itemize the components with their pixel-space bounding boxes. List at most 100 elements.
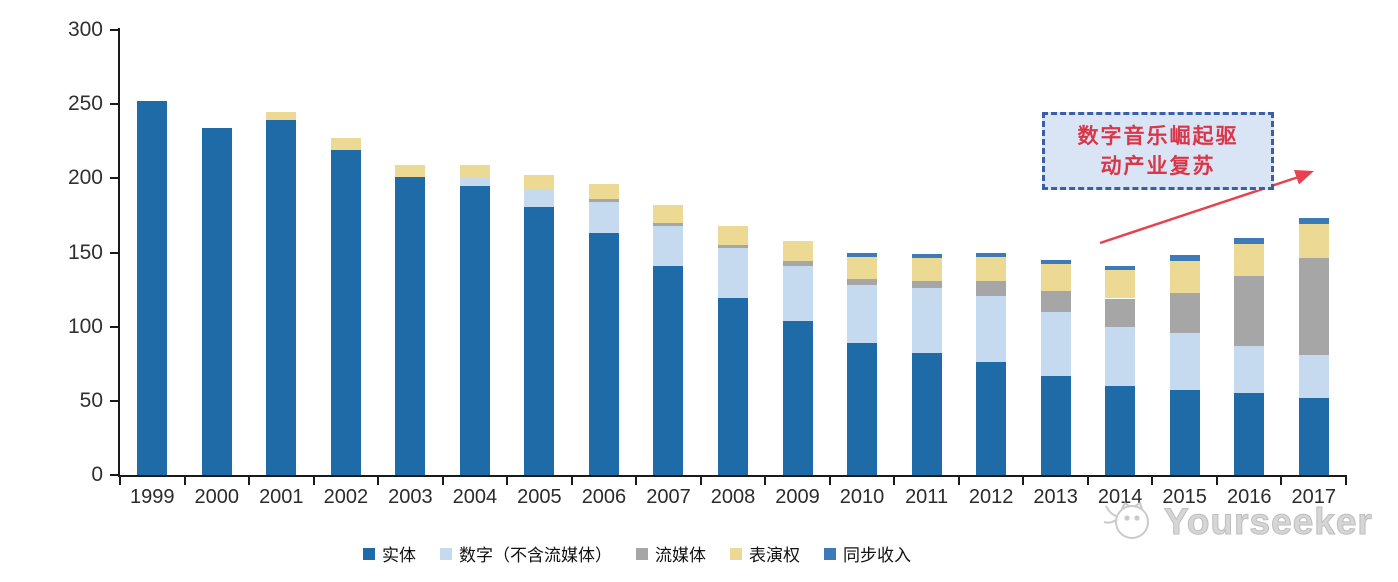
bar-segment-streaming [782, 261, 813, 266]
bar-segment-digital [911, 288, 942, 354]
y-axis-tick-label: 200 [67, 166, 103, 190]
bar-segment-digital [1040, 311, 1071, 376]
bar-segment-streaming [1169, 292, 1200, 333]
bar-segment-digital [782, 265, 813, 321]
y-axis-tick [110, 399, 118, 402]
bar-segment-physical [718, 298, 748, 475]
bar-segment-sync [911, 254, 942, 259]
annotation-callout: 数字音乐崛起驱 动产业复苏 [1042, 112, 1274, 190]
bar-segment-performance [653, 205, 684, 223]
watermark-logo-icon [1103, 501, 1149, 539]
bar-segment-physical [1234, 393, 1265, 475]
x-axis-tick [957, 477, 960, 485]
bar-segment-streaming [976, 280, 1007, 296]
bar-2001 [266, 30, 297, 475]
x-axis-label: 2007 [646, 486, 691, 508]
legend-label: 数字（不含流媒体） [459, 546, 612, 566]
bar-segment-streaming [718, 245, 748, 249]
bar-segment-streaming [1105, 298, 1136, 327]
y-axis-tick [110, 103, 118, 106]
bar-segment-streaming [1040, 291, 1071, 312]
bar-2017 [1298, 30, 1329, 475]
x-axis-label: 2017 [1291, 486, 1336, 508]
y-axis-tick-label: 0 [91, 463, 103, 486]
x-axis-tick [1215, 477, 1218, 485]
x-axis-label: 2010 [839, 486, 885, 508]
bar-2012 [976, 30, 1007, 475]
legend-label: 流媒体 [655, 546, 706, 566]
bar-segment-digital [1169, 332, 1200, 391]
legend-swatch-physical [363, 547, 375, 560]
bar-segment-streaming [653, 222, 684, 226]
bar-2000 [201, 30, 232, 475]
bar-segment-performance [782, 240, 813, 262]
x-axis-label: 2015 [1162, 486, 1207, 508]
annotation-text-line1: 数字音乐崛起驱 [1077, 122, 1239, 148]
x-axis-tick [183, 477, 186, 485]
x-axis-label: 2001 [259, 486, 304, 508]
y-axis-tick-label: 100 [67, 314, 103, 338]
bar-segment-performance [1234, 243, 1265, 277]
bar-segment-digital [524, 188, 555, 207]
bar-segment-sync [1298, 218, 1329, 225]
x-axis-tick [699, 477, 702, 485]
bar-segment-physical [459, 185, 490, 475]
x-axis-label: 2016 [1226, 486, 1272, 508]
bar-segment-digital [1298, 354, 1329, 398]
x-axis-tick [1151, 477, 1154, 485]
x-axis-tick [312, 477, 315, 485]
bar-segment-performance [1040, 264, 1071, 292]
bar-segment-physical [588, 233, 619, 475]
legend-label: 同步收入 [843, 546, 911, 566]
x-axis-line [118, 475, 1347, 477]
y-axis-tick [110, 29, 118, 31]
x-axis-label: 2014 [1097, 486, 1143, 508]
legend-swatch-sync [824, 547, 836, 560]
bar-segment-performance [976, 256, 1007, 281]
bar-2004 [459, 30, 490, 475]
bar-segment-physical [395, 176, 426, 475]
y-axis-tick [110, 325, 118, 328]
bar-segment-digital [588, 202, 619, 234]
bar-1999 [137, 30, 168, 475]
bar-segment-digital [1105, 326, 1136, 386]
bar-segment-performance [718, 225, 748, 246]
bar-segment-streaming [1234, 276, 1265, 346]
y-axis-tick [110, 251, 118, 254]
bar-2003 [395, 30, 426, 475]
bar-segment-streaming [911, 280, 942, 289]
bar-2014 [1105, 30, 1136, 475]
bar-segment-sync [976, 252, 1007, 257]
x-axis-tick [570, 477, 573, 485]
bar-segment-digital [1234, 345, 1265, 394]
x-axis-label: 2012 [968, 486, 1014, 508]
bar-segment-sync [847, 252, 878, 257]
legend-label: 实体 [382, 546, 416, 566]
bar-segment-physical [1105, 386, 1136, 475]
bar-2006 [588, 30, 619, 475]
legend: 实体 数字（不含流媒体） 流媒体 表演权 同步收入 [363, 541, 911, 566]
bar-segment-sync [1234, 237, 1265, 244]
x-axis-tick [441, 477, 444, 485]
x-axis-label: 2003 [388, 486, 433, 508]
x-axis-tick [893, 477, 896, 485]
watermark-text: Yourseeker [1164, 501, 1373, 543]
bar-segment-performance [1298, 224, 1329, 259]
bar-segment-performance [330, 138, 361, 151]
x-axis-tick [248, 477, 251, 485]
bar-segment-physical [976, 362, 1007, 475]
legend-swatch-streaming [636, 547, 648, 560]
bar-segment-physical [782, 320, 813, 475]
bar-segment-performance [459, 165, 490, 179]
bar-segment-digital [459, 178, 490, 186]
x-axis-tick [1345, 477, 1347, 485]
legend-item: 同步收入 [824, 541, 911, 566]
y-axis-tick-label: 300 [67, 18, 103, 41]
x-axis-label: 2004 [452, 486, 498, 508]
bar-2010 [847, 30, 878, 475]
x-axis-tick [119, 477, 121, 485]
x-axis-tick [1022, 477, 1025, 485]
x-axis-label: 2002 [323, 486, 369, 508]
bar-segment-physical [137, 101, 168, 475]
bar-segment-physical [847, 342, 878, 475]
